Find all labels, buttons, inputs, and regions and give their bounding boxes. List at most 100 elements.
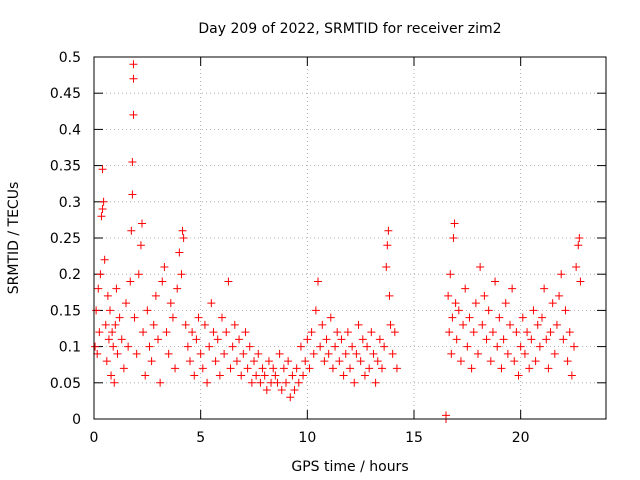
data-point <box>286 393 295 402</box>
y-tick-label: 0.3 <box>59 195 81 211</box>
data-point <box>352 349 361 358</box>
data-point <box>471 299 480 308</box>
data-point <box>341 349 350 358</box>
data-point <box>328 364 337 373</box>
data-point <box>254 349 263 358</box>
data-point <box>141 371 150 380</box>
data-point <box>463 342 472 351</box>
y-tick-label: 0.5 <box>59 50 81 66</box>
x-tick-label: 10 <box>298 430 316 446</box>
data-point <box>540 284 549 293</box>
data-point <box>373 357 382 366</box>
data-point <box>309 349 318 358</box>
data-point <box>574 241 583 250</box>
data-point <box>96 270 105 279</box>
data-point <box>179 234 188 242</box>
data-point <box>561 306 570 315</box>
data-point <box>162 328 171 337</box>
data-point <box>211 357 220 366</box>
data-point <box>277 386 286 395</box>
data-point <box>503 349 512 358</box>
data-point <box>383 241 392 250</box>
data-point <box>482 335 491 344</box>
data-point <box>158 277 167 286</box>
data-point <box>538 313 546 322</box>
y-tick-label: 0.4 <box>59 122 81 138</box>
data-point <box>447 349 456 358</box>
data-point <box>271 371 280 380</box>
data-point <box>320 357 329 366</box>
data-point <box>299 371 308 380</box>
y-tick-label: 0.2 <box>59 267 81 283</box>
data-point <box>478 320 487 329</box>
data-point <box>350 378 359 387</box>
data-point <box>224 277 233 286</box>
data-point <box>104 335 113 344</box>
data-point <box>480 291 489 300</box>
data-point <box>567 371 576 380</box>
data-point <box>117 335 126 344</box>
data-point <box>386 320 395 329</box>
data-point <box>275 349 284 358</box>
y-tick-label: 0.25 <box>50 231 81 247</box>
data-point <box>358 335 367 344</box>
data-point <box>134 270 143 279</box>
data-point <box>207 299 216 308</box>
data-point <box>247 378 256 387</box>
data-point <box>497 364 506 373</box>
data-point <box>572 262 581 271</box>
data-point <box>112 284 121 293</box>
data-point <box>476 262 485 271</box>
data-point <box>371 378 380 387</box>
data-point <box>290 386 299 395</box>
data-point <box>228 342 237 351</box>
data-point <box>356 357 365 366</box>
data-point <box>456 357 465 366</box>
data-point <box>375 335 384 344</box>
data-point <box>145 342 154 351</box>
data-point <box>99 197 108 206</box>
data-point <box>132 349 141 358</box>
data-point <box>279 364 288 373</box>
x-axis-label: GPS time / hours <box>291 459 408 475</box>
data-point <box>459 320 468 329</box>
data-point <box>94 284 103 293</box>
data-point <box>469 328 478 337</box>
data-point <box>288 371 297 380</box>
data-point <box>576 277 585 286</box>
data-point <box>510 357 519 366</box>
data-point <box>311 306 320 315</box>
data-point <box>296 342 305 351</box>
data-point <box>139 328 148 337</box>
data-point <box>177 270 186 279</box>
data-point <box>252 371 261 380</box>
data-point <box>575 234 584 242</box>
data-point <box>181 320 190 329</box>
data-point <box>445 328 454 337</box>
data-point <box>550 349 559 358</box>
data-point <box>235 335 244 344</box>
data-point <box>488 328 497 337</box>
data-point <box>100 255 109 264</box>
data-point <box>390 328 399 337</box>
data-point <box>128 157 137 166</box>
data-point <box>294 378 303 387</box>
data-point <box>122 299 130 308</box>
data-point <box>103 291 112 300</box>
data-point <box>378 364 386 373</box>
data-point <box>559 335 568 344</box>
data-point <box>258 364 267 373</box>
data-point <box>200 320 209 329</box>
data-point <box>491 277 500 286</box>
data-point <box>190 371 199 380</box>
data-point <box>367 328 376 337</box>
data-point <box>365 364 374 373</box>
data-point <box>124 342 133 351</box>
data-point <box>91 342 100 351</box>
data-point <box>215 371 224 380</box>
data-point <box>109 342 118 351</box>
data-point <box>555 291 564 300</box>
data-point <box>151 291 160 300</box>
data-point <box>450 219 459 228</box>
